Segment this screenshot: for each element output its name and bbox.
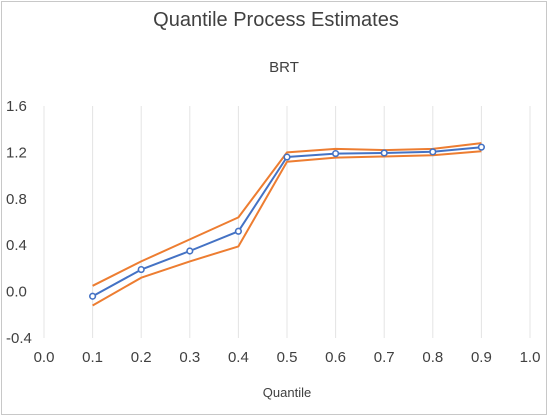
chart-title: Quantile Process Estimates (153, 9, 399, 31)
y-tick-label: 0.8 (6, 191, 27, 208)
y-tick-label: 0.0 (6, 284, 27, 301)
estimate-point (332, 149, 340, 158)
x-tick-label: 0.4 (228, 349, 249, 366)
y-axis: -0.4 0.0 0.4 0.8 1.2 1.6 (6, 98, 32, 347)
estimate-point (234, 227, 242, 235)
x-tick-label: 0.6 (325, 349, 346, 366)
estimate-point (477, 143, 486, 151)
x-tick-label: 0.0 (34, 349, 55, 366)
y-tick-label: 0.4 (6, 237, 27, 254)
y-tick-label: -0.4 (6, 330, 32, 347)
x-tick-label: 1.0 (520, 349, 541, 366)
grid-lines (43, 106, 531, 338)
upper-series-line (92, 142, 482, 287)
x-tick-label: 0.9 (471, 349, 492, 366)
chart-subtitle: BRT (269, 59, 299, 76)
y-tick-label: 1.6 (6, 98, 27, 115)
x-tick-label: 0.3 (179, 349, 200, 366)
lower-series-line (92, 150, 482, 307)
x-axis-label: Quantile (263, 385, 311, 400)
x-axis: 0.0 0.1 0.2 0.3 0.4 0.5 0.6 0.7 0.8 0.9 1.0 (34, 349, 541, 366)
x-tick-label: 0.1 (82, 349, 103, 366)
y-tick-label: 1.2 (6, 144, 27, 161)
x-tick-label: 0.2 (131, 349, 152, 366)
estimate-point (429, 148, 437, 156)
estimate-point (186, 247, 194, 255)
estimate-point (88, 292, 97, 300)
estimate-point (283, 153, 291, 161)
estimate-point (380, 149, 388, 157)
x-tick-label: 0.7 (374, 349, 395, 366)
x-tick-label: 0.8 (422, 349, 443, 366)
series-group (88, 142, 486, 307)
estimate-point (137, 265, 145, 274)
x-tick-label: 0.5 (277, 349, 298, 366)
